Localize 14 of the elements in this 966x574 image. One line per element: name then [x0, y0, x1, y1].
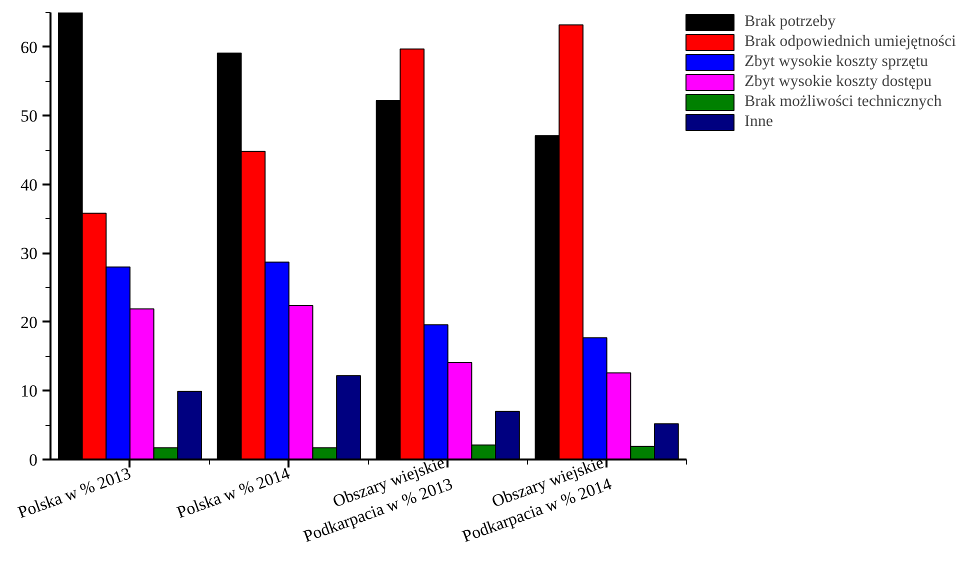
y-tick-label: 60 — [20, 38, 38, 57]
x-tick-label: Polska w % 2014 — [174, 463, 293, 522]
legend-label: Inne — [744, 112, 773, 132]
legend-label: Brak możliwości technicznych — [744, 92, 942, 112]
legend-label: Zbyt wysokie koszty dostępu — [744, 72, 932, 92]
y-tick-label: 20 — [20, 312, 38, 332]
y-tick-label: 40 — [20, 175, 38, 194]
legend-label: Brak odpowiednich umiejętności — [744, 32, 956, 52]
y-tick-label: 10 — [20, 382, 38, 401]
legend-label: Zbyt wysokie koszty sprzętu — [744, 52, 928, 72]
legend-label: Brak potrzeby — [744, 12, 836, 32]
y-tick-label: 30 — [20, 244, 38, 264]
y-tick-label: 50 — [20, 106, 38, 126]
y-tick-label: 0 — [29, 450, 38, 470]
